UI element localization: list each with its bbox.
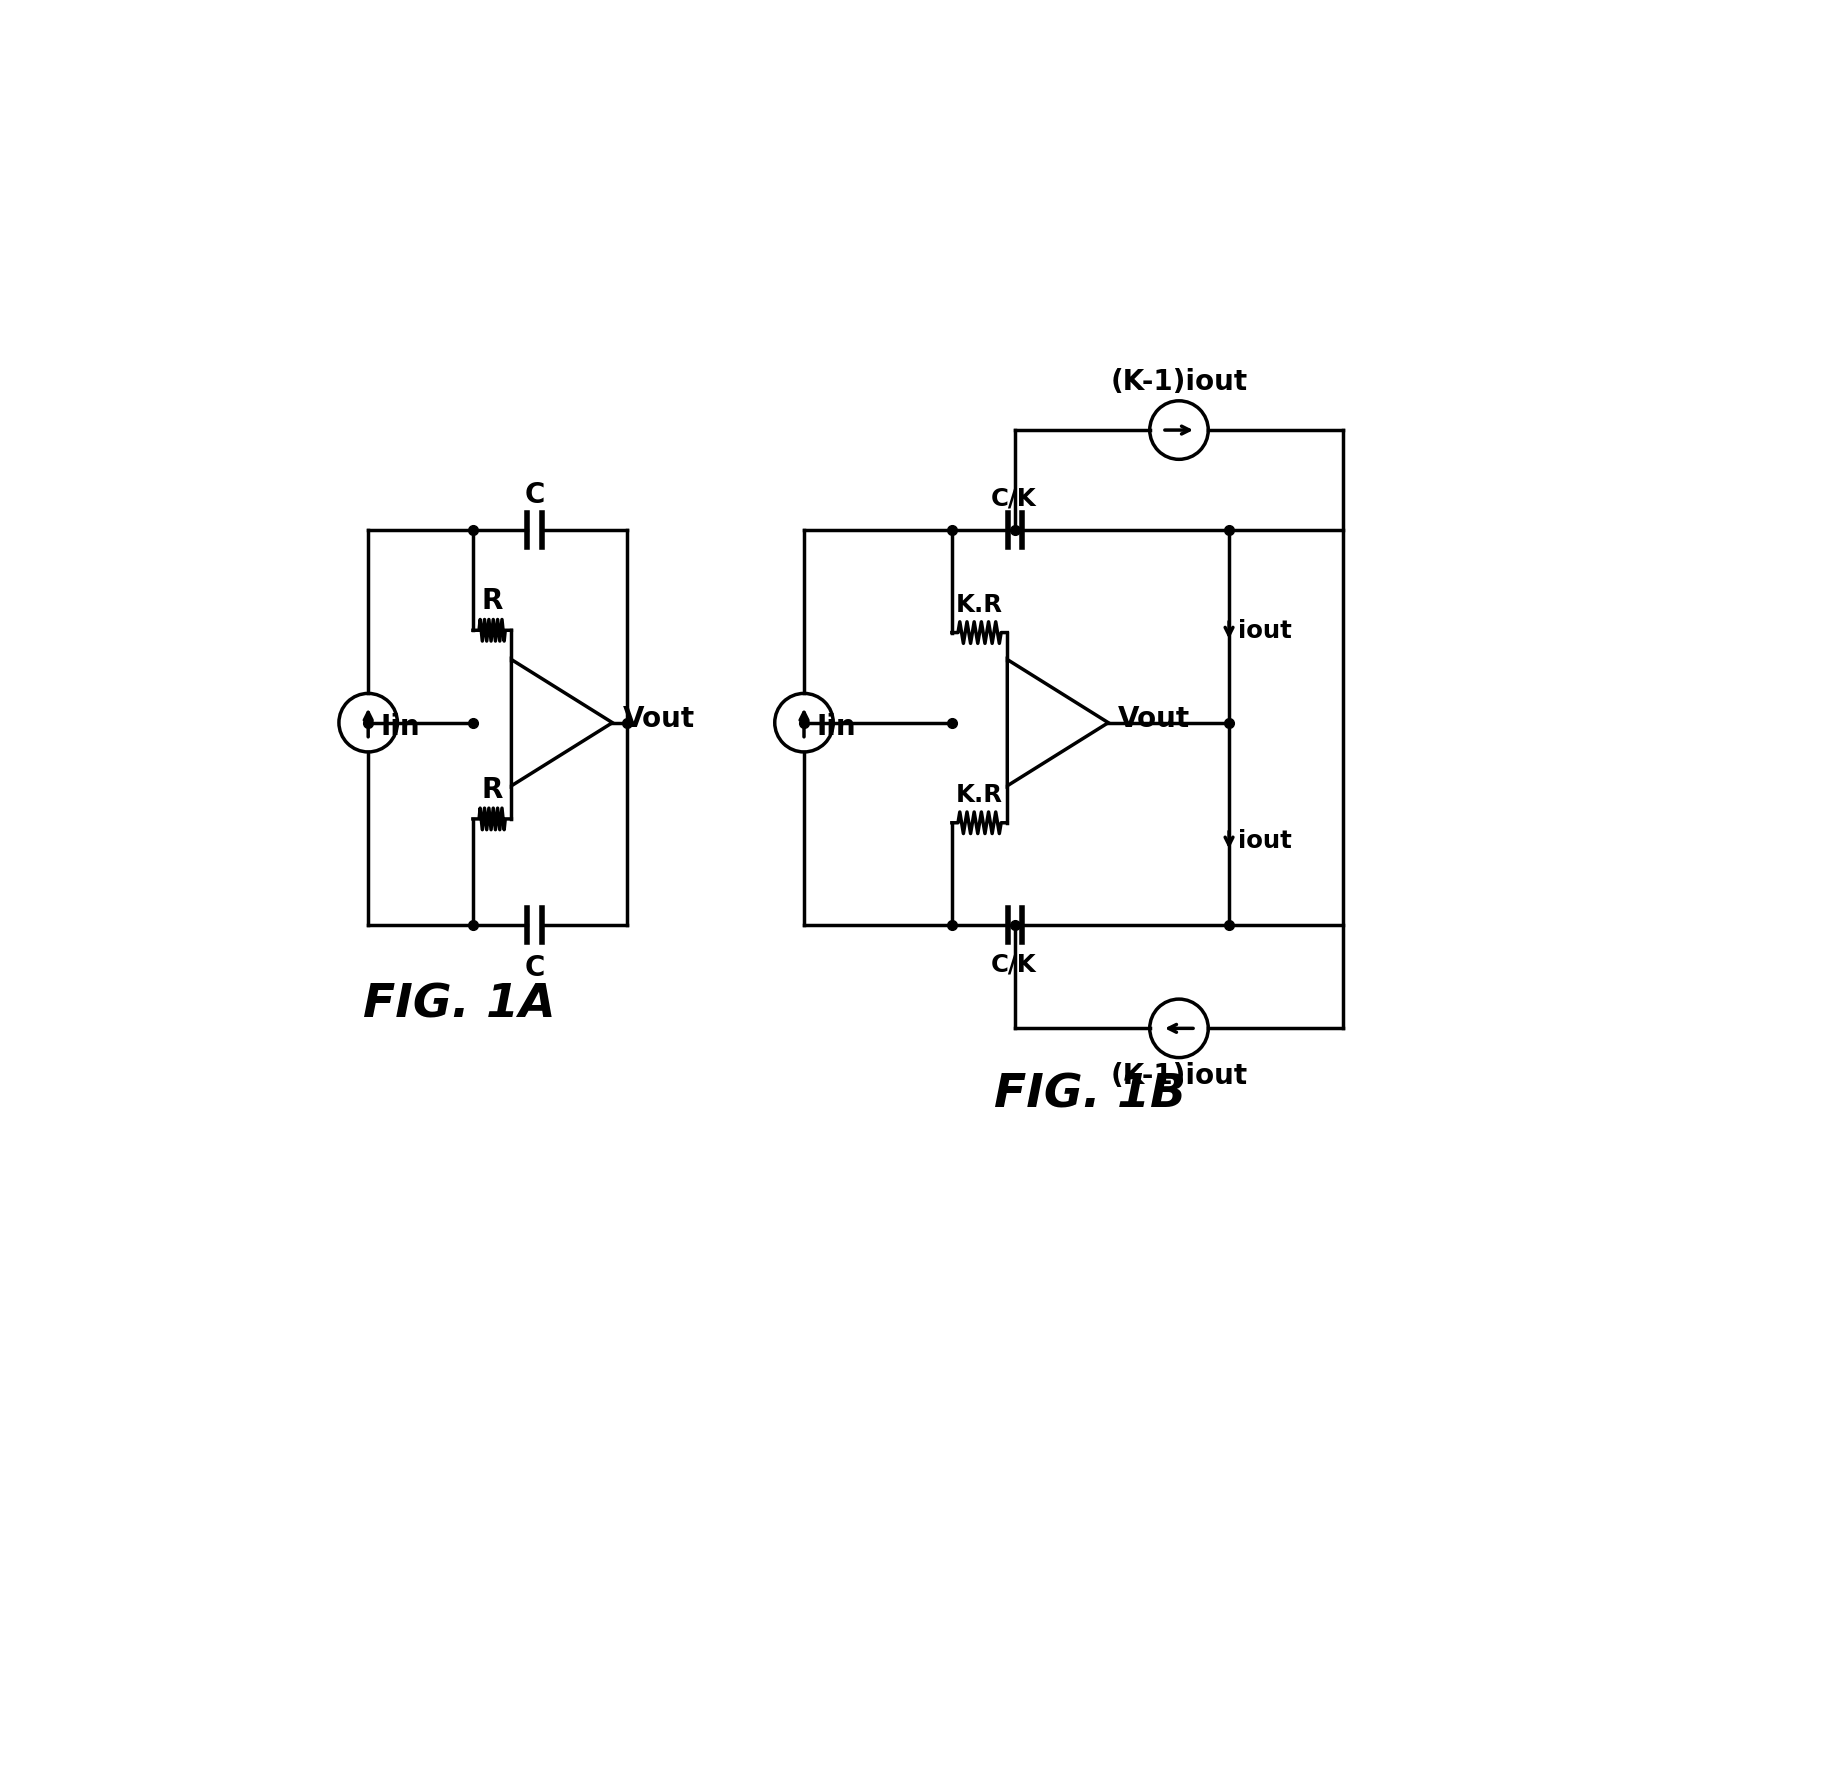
Text: C: C bbox=[525, 955, 545, 983]
Text: K.R: K.R bbox=[955, 783, 1002, 808]
Text: C: C bbox=[525, 481, 545, 509]
Text: C/K: C/K bbox=[991, 486, 1035, 511]
Text: (K-1)iout: (K-1)iout bbox=[1111, 368, 1247, 396]
Text: FIG. 1B: FIG. 1B bbox=[994, 1071, 1186, 1117]
Text: R: R bbox=[480, 587, 503, 615]
Text: K.R: K.R bbox=[955, 594, 1002, 617]
Text: Vout: Vout bbox=[1118, 705, 1190, 732]
Text: iout: iout bbox=[1238, 619, 1292, 644]
Text: iout: iout bbox=[1238, 829, 1292, 852]
Text: Iin: Iin bbox=[815, 713, 856, 741]
Text: R: R bbox=[480, 776, 503, 803]
Text: Vout: Vout bbox=[623, 705, 695, 732]
Text: C/K: C/K bbox=[991, 953, 1035, 978]
Text: (K-1)iout: (K-1)iout bbox=[1111, 1063, 1247, 1091]
Text: Iin: Iin bbox=[381, 713, 419, 741]
Text: FIG. 1A: FIG. 1A bbox=[362, 983, 554, 1027]
